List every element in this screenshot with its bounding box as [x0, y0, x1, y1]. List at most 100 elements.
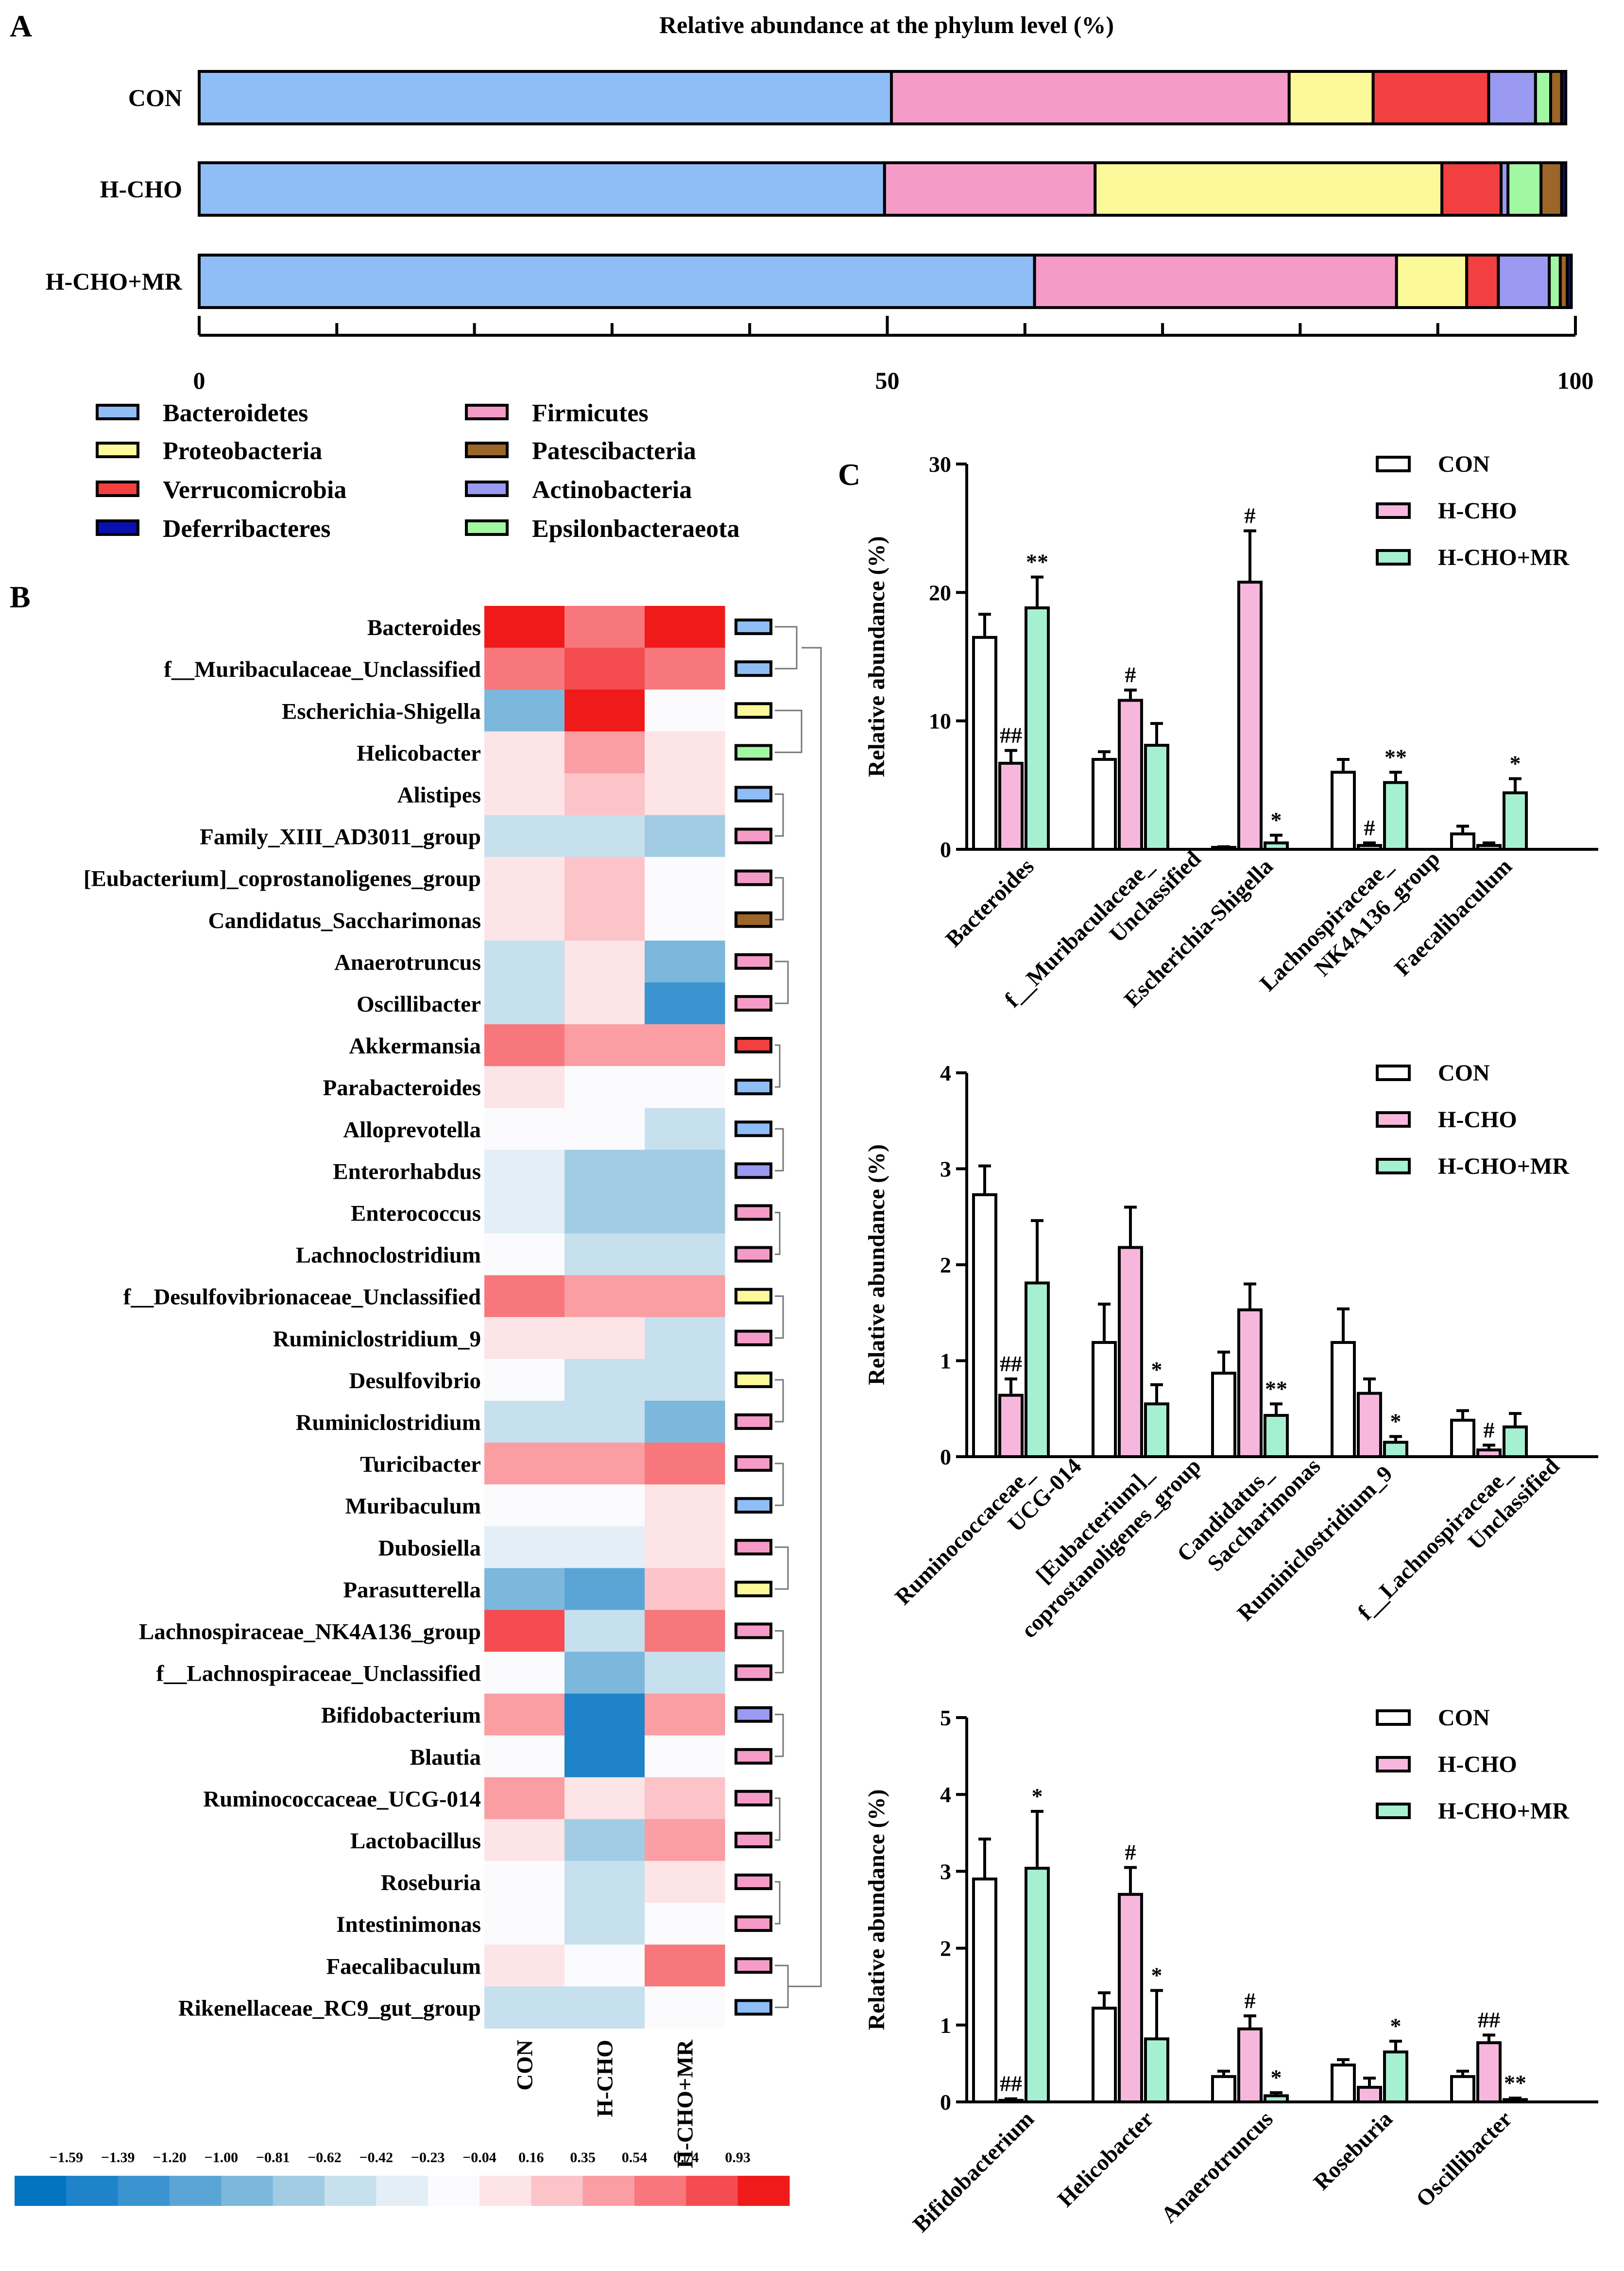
colorbar-tick-7: −0.23 [411, 2150, 445, 2166]
heatmap-column-label-h-cho: H-CHO [593, 2040, 618, 2117]
dendrogram-branch-14 [775, 1797, 781, 1841]
significance-mark-4: # [1484, 1417, 1495, 1442]
category-label-lachnospiraceae-nk4a136-group: Lachnospiraceae_NK4A136_group [1255, 826, 1445, 1016]
heatmap-cell-ruminiclostridium-9-h-cho [564, 1317, 645, 1359]
heatmap-row-label-ruminiclostridium-9: Ruminiclostridium_9 [273, 1326, 481, 1352]
significance-mark-2: # [1125, 662, 1136, 687]
heatmap-cell-f-muribaculaceae-unclassified-h-cho [564, 648, 645, 690]
bar-segment-h-cho-firmicutes [883, 161, 1097, 217]
legend-swatch-con [1376, 1065, 1411, 1081]
heatmap-cell-enterorhabdus-h-cho-mr [645, 1150, 725, 1192]
phylum-marker-ruminococcaceae-ucg-014 [735, 1789, 772, 1806]
heatmap-row-label-akkermansia: Akkermansia [349, 1033, 481, 1059]
legend-label-h-cho-mr: H-CHO+MR [1438, 545, 1570, 570]
legend-label-firmicutes: Firmicutes [532, 399, 649, 427]
heatmap-cell-ruminococcaceae-ucg-014-h-cho-mr [645, 1777, 725, 1820]
heatmap-cell-dubosiella-h-cho-mr [645, 1526, 725, 1568]
dendrogram-branch-0 [775, 626, 798, 670]
bar-lachnospiraceae-nk4a136-group-h-cho [1357, 844, 1382, 851]
heatmap-cell-parabacteroides-h-cho [564, 1066, 645, 1108]
bar-f-lachnospiraceae-unclassified-con [1450, 1418, 1475, 1458]
colorbar-segment-14 [737, 2176, 790, 2206]
heatmap-cell-anaerotruncus-con [484, 940, 565, 983]
bar-segment-h-cho-epsilonbacteraeota [1506, 161, 1543, 217]
bar-segment-h-cho-proteobacteria [1094, 161, 1444, 217]
panel-a-stacked-bar-chart: Relative abundance at the phylum level (… [46, 11, 1594, 543]
panel-c-bar-chart-2: 0 1 2 3 4 Relative abundance (%) Ruminococcace… [864, 1060, 1598, 1643]
bar-oscillibacter-h-cho [1476, 2041, 1502, 2104]
legend-label-h-cho-mr: H-CHO+MR [1438, 1798, 1570, 1824]
legend-swatch-h-cho [1376, 502, 1411, 519]
category-label-part: Ruminococcaceae_ [890, 1461, 1040, 1610]
phylum-marker-candidatus-saccharimonas [735, 911, 772, 928]
category-label-part: Oscillibacter [1411, 2106, 1517, 2212]
phylum-marker-eubacterium-coprostanoligenes-group [735, 869, 772, 886]
significance-mark-0: ## [1000, 2071, 1022, 2096]
heatmap-row-label-rikenellaceae-rc9-gut-group: Rikenellaceae_RC9_gut_group [178, 1996, 481, 2021]
y-tick-label-0: 0 [940, 1445, 951, 1469]
colorbar-segment-3 [170, 2176, 222, 2206]
heatmap-row-label-blautia: Blautia [410, 1745, 481, 1770]
significance-mark-1: * [1151, 1357, 1162, 1382]
bar-anaerotruncus-h-cho-mr [1264, 2094, 1289, 2104]
bar-eubacterium-coprostanoligenes-group-h-cho-mr [1144, 1402, 1169, 1458]
bar-candidatus-saccharimonas-h-cho [1237, 1308, 1263, 1458]
dendrogram-branch-6 [775, 1128, 784, 1171]
heatmap-cell-roseburia-h-cho-mr [645, 1861, 725, 1903]
phylum-marker-oscillibacter [735, 995, 772, 1012]
heatmap-cell-bifidobacterium-con [484, 1693, 565, 1736]
bar-bacteroides-h-cho [998, 761, 1024, 851]
phylum-marker-muribaculum [735, 1497, 772, 1514]
bar-helicobacter-con [1092, 2006, 1117, 2104]
phylum-marker-desulfovibrio [735, 1371, 772, 1388]
heatmap-cell-candidatus-saccharimonas-con [484, 898, 565, 941]
significance-mark-7: ## [1478, 2007, 1500, 2032]
colorbar-tick-0: −1.59 [50, 2150, 84, 2166]
significance-mark-1: ** [1026, 550, 1048, 574]
significance-mark-0: ## [1000, 1351, 1022, 1376]
y-tick-label-1: 1 [940, 2013, 951, 2038]
heatmap-cell-family-xiii-ad3011-group-h-cho [564, 815, 645, 858]
y-axis-title: Relative abundance (%) [864, 1144, 889, 1385]
dendrogram-branch-5 [775, 1044, 781, 1088]
category-label-part: Helicobacter [1053, 2106, 1159, 2212]
heatmap-row-label-bifidobacterium: Bifidobacterium [321, 1703, 481, 1728]
significance-mark-8: ** [1504, 2070, 1526, 2095]
bar-segment-h-cho-mr-verrucomicrobia [1465, 254, 1500, 309]
heatmap-row-label-intestinimonas: Intestinimonas [336, 1912, 481, 1937]
bar-candidatus-saccharimonas-con [1211, 1372, 1236, 1459]
y-tick-label-20: 20 [929, 580, 951, 605]
heatmap-row-label-eubacterium-coprostanoligenes-group: [Eubacterium]_coprostanoligenes_group [84, 866, 481, 892]
heatmap-cell-faecalibaculum-h-cho [564, 1944, 645, 1987]
y-tick-label-5: 5 [940, 1705, 951, 1730]
legend-label-con: CON [1438, 451, 1490, 477]
heatmap-cell-parabacteroides-con [484, 1066, 565, 1108]
panel-c-bar-chart-1: 0 10 20 30 Relative abundance (%) Bacteroides… [864, 451, 1598, 1016]
heatmap-cell-muribaculum-h-cho [564, 1484, 645, 1527]
heatmap-row-label-roseburia: Roseburia [381, 1870, 481, 1895]
bar-segment-h-cho-mr-proteobacteria [1395, 254, 1469, 309]
bar-bacteroides-con [972, 636, 997, 851]
bar-segment-h-cho-mr-bacteroidetes [198, 254, 1036, 309]
bar-segment-con-verrucomicrobia [1371, 70, 1490, 125]
heatmap-cell-f-muribaculaceae-unclassified-h-cho-mr [645, 648, 725, 690]
heatmap-cell-akkermansia-h-cho [564, 1024, 645, 1067]
bar-segment-h-cho-mr-deferribacteres [1566, 254, 1573, 309]
legend-label-verrucomicrobia: Verrucomicrobia [163, 476, 346, 504]
heatmap-row-label-anaerotruncus: Anaerotruncus [334, 950, 481, 975]
phylum-marker-intestinimonas [735, 1915, 772, 1932]
heatmap-row-label-family-xiii-ad3011-group: Family_XIII_AD3011_group [200, 825, 481, 850]
bar-segment-h-cho-mr-epsilonbacteraeota [1548, 254, 1562, 309]
y-tick-label-0: 0 [940, 2090, 951, 2115]
significance-mark-4: * [1271, 808, 1282, 832]
colorbar-tick-4: −0.81 [256, 2150, 290, 2166]
heatmap-cell-muribaculum-h-cho-mr [645, 1484, 725, 1527]
phylum-marker-dubosiella [735, 1539, 772, 1556]
heatmap-row-label-alistipes: Alistipes [397, 782, 481, 808]
dendrogram-trunk [788, 647, 822, 1987]
heatmap-cell-family-xiii-ad3011-group-con [484, 815, 565, 858]
bar-escherichia-shigella-h-cho-mr [1264, 841, 1289, 851]
heatmap-cell-akkermansia-h-cho-mr [645, 1024, 725, 1067]
legend-label-patescibacteria: Patescibacteria [532, 437, 696, 465]
dendrogram-branch-13 [775, 1714, 784, 1757]
